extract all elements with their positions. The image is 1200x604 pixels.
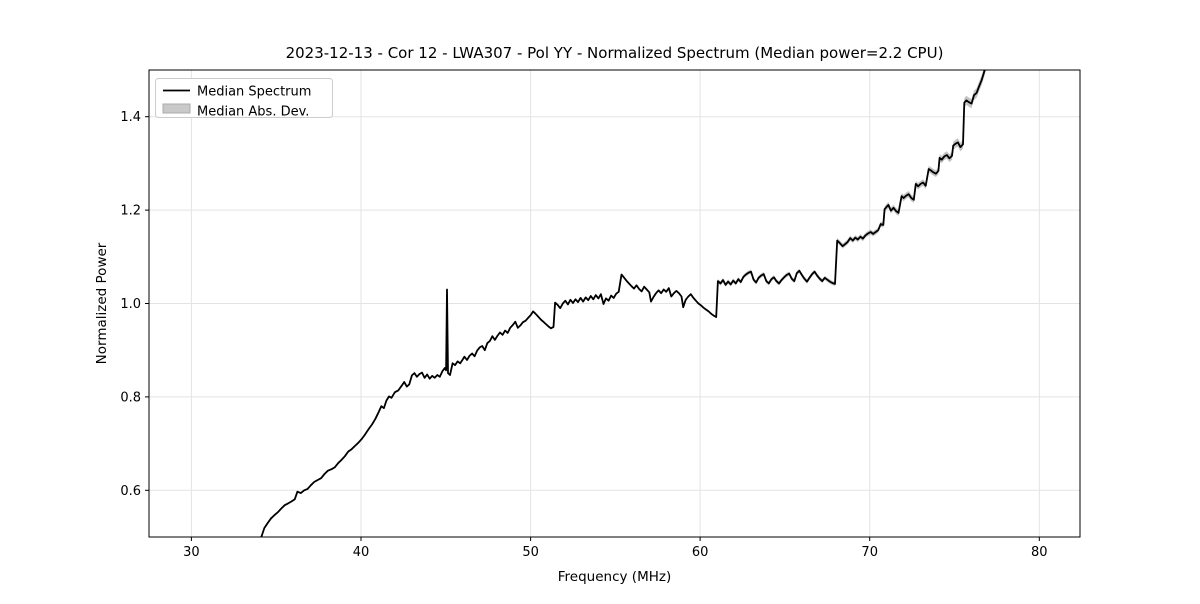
chart-title: 2023-12-13 - Cor 12 - LWA307 - Pol YY - … bbox=[286, 44, 944, 62]
median-spectrum-line bbox=[260, 70, 986, 537]
axis-ticks: 30 40 50 60 70 80 0.6 0.8 1.0 1.2 1.4 bbox=[120, 110, 1047, 560]
x-tick-label: 50 bbox=[522, 545, 539, 560]
x-tick-label: 60 bbox=[692, 545, 709, 560]
y-tick-label: 1.2 bbox=[120, 204, 141, 219]
x-tick-label: 30 bbox=[183, 545, 200, 560]
y-tick-label: 1.4 bbox=[120, 110, 141, 125]
x-tick-label: 70 bbox=[861, 545, 878, 560]
y-axis-label: Normalized Power bbox=[94, 242, 110, 364]
x-tick-label: 80 bbox=[1031, 545, 1048, 560]
y-tick-label: 1.0 bbox=[120, 297, 141, 312]
legend-patch-swatch bbox=[162, 103, 191, 114]
y-tick-label: 0.8 bbox=[120, 390, 141, 405]
x-tick-label: 40 bbox=[353, 545, 370, 560]
grid-lines bbox=[149, 70, 1080, 537]
legend-label-median-spectrum: Median Spectrum bbox=[197, 85, 311, 100]
median-spectrum-path bbox=[260, 70, 986, 537]
legend-label-median-abs-dev: Median Abs. Dev. bbox=[197, 105, 309, 120]
y-tick-label: 0.6 bbox=[120, 484, 141, 499]
legend: Median Spectrum Median Abs. Dev. bbox=[155, 78, 333, 120]
x-axis-label: Frequency (MHz) bbox=[558, 569, 671, 585]
mad-band-area bbox=[260, 70, 986, 537]
legend-box bbox=[155, 78, 333, 118]
mad-band bbox=[260, 70, 986, 537]
